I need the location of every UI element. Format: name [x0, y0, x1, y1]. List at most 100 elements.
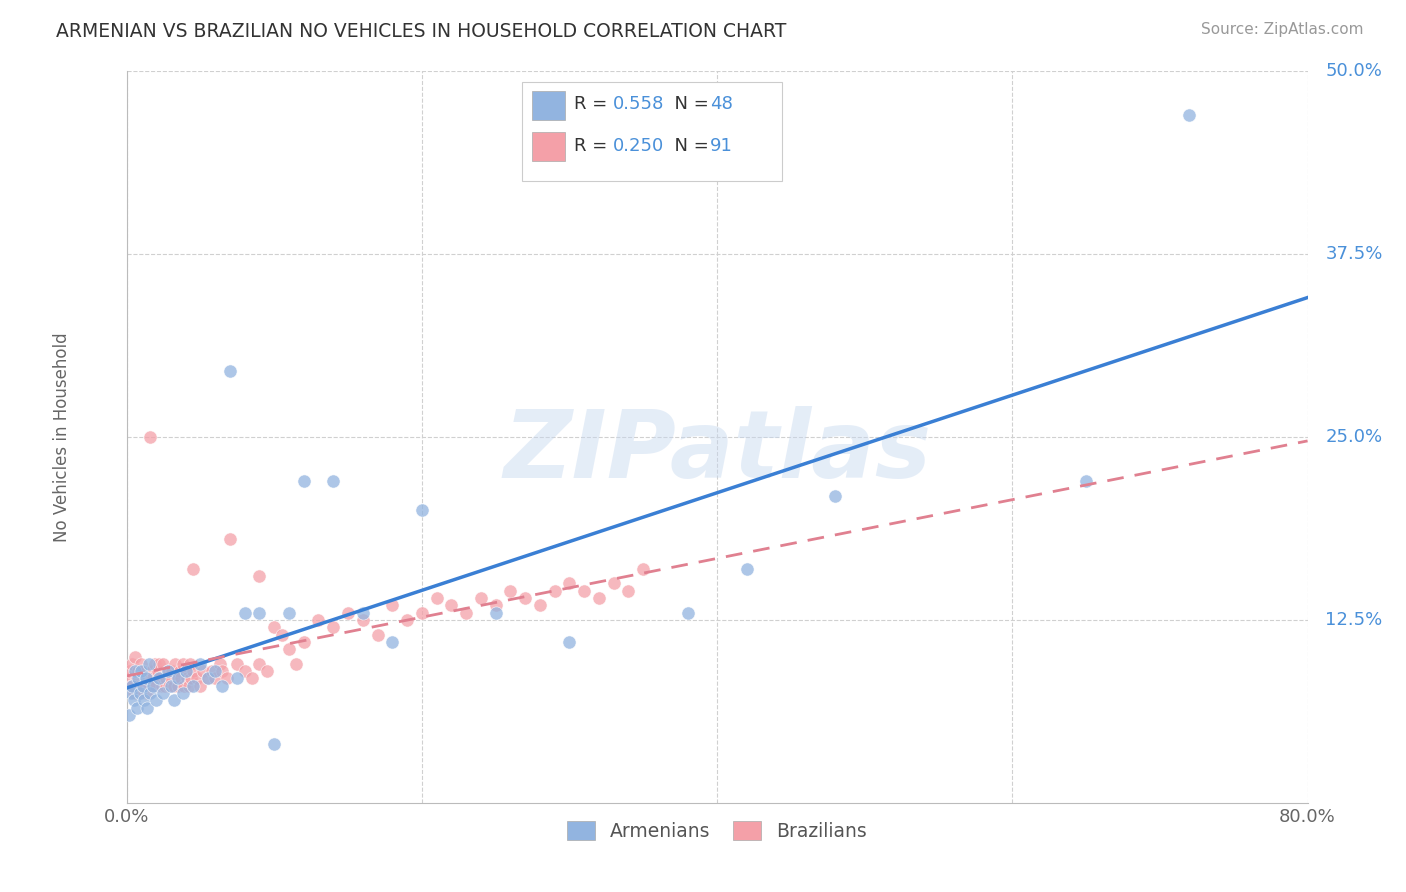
Point	[204, 664, 226, 678]
Point	[249, 569, 271, 583]
Point	[676, 606, 699, 620]
Point	[170, 672, 193, 686]
Point	[148, 672, 170, 686]
Point	[149, 672, 172, 686]
Point	[278, 642, 301, 657]
Text: R =: R =	[574, 137, 613, 155]
Point	[152, 686, 174, 700]
Point	[177, 679, 200, 693]
FancyBboxPatch shape	[531, 91, 565, 120]
Point	[249, 606, 271, 620]
Point	[1178, 108, 1201, 122]
Point	[120, 679, 142, 693]
Point	[204, 672, 226, 686]
Point	[117, 672, 139, 686]
Point	[179, 657, 201, 671]
Point	[240, 672, 263, 686]
Point	[308, 613, 330, 627]
Point	[278, 606, 301, 620]
Point	[169, 664, 191, 678]
Point	[132, 664, 155, 678]
Point	[162, 664, 184, 678]
Point	[292, 635, 315, 649]
Point	[125, 672, 148, 686]
Point	[174, 664, 197, 678]
Text: N =: N =	[662, 137, 714, 155]
Point	[197, 672, 219, 686]
Point	[128, 679, 150, 693]
FancyBboxPatch shape	[522, 82, 782, 181]
Point	[172, 657, 194, 671]
Point	[134, 679, 156, 693]
Point	[157, 679, 180, 693]
Point	[411, 606, 433, 620]
Point	[633, 562, 655, 576]
Point	[124, 664, 146, 678]
Point	[156, 664, 179, 678]
Point	[219, 364, 242, 378]
Point	[226, 657, 249, 671]
Point	[127, 664, 149, 678]
Text: N =: N =	[662, 95, 714, 113]
Point	[152, 657, 174, 671]
Point	[132, 679, 155, 693]
Point	[208, 657, 231, 671]
Point	[172, 686, 194, 700]
Text: 48: 48	[710, 95, 733, 113]
Point	[125, 700, 148, 714]
Point	[181, 679, 204, 693]
Point	[735, 562, 758, 576]
Text: 25.0%: 25.0%	[1326, 428, 1382, 446]
Text: 0.250: 0.250	[613, 137, 665, 155]
Point	[122, 686, 145, 700]
Point	[270, 627, 292, 641]
Point	[201, 664, 224, 678]
Point	[285, 657, 308, 671]
Legend: Armenians, Brazilians: Armenians, Brazilians	[560, 814, 875, 848]
Text: ARMENIAN VS BRAZILIAN NO VEHICLES IN HOUSEHOLD CORRELATION CHART: ARMENIAN VS BRAZILIAN NO VEHICLES IN HOU…	[56, 22, 786, 41]
Text: 91: 91	[710, 137, 733, 155]
Text: ZIPatlas: ZIPatlas	[503, 406, 931, 498]
Point	[167, 679, 190, 693]
Point	[1076, 474, 1098, 488]
Point	[148, 657, 170, 671]
Point	[135, 672, 157, 686]
Point	[543, 583, 565, 598]
Point	[153, 679, 176, 693]
Point	[129, 657, 153, 671]
Point	[322, 474, 344, 488]
Point	[484, 606, 508, 620]
Point	[381, 635, 404, 649]
Point	[136, 700, 159, 714]
Text: 50.0%: 50.0%	[1326, 62, 1382, 80]
Point	[381, 599, 404, 613]
Point	[337, 606, 360, 620]
Point	[211, 664, 233, 678]
Point	[155, 672, 177, 686]
Point	[118, 664, 141, 678]
Point	[141, 664, 163, 678]
Point	[138, 679, 160, 693]
Point	[396, 613, 419, 627]
Point	[603, 576, 626, 591]
Text: No Vehicles in Household: No Vehicles in Household	[52, 332, 70, 542]
Point	[440, 599, 463, 613]
Point	[160, 679, 183, 693]
Point	[138, 657, 160, 671]
Point	[181, 664, 204, 678]
Point	[129, 686, 153, 700]
Point	[515, 591, 537, 605]
Point	[181, 562, 204, 576]
Point	[128, 686, 150, 700]
Point	[574, 583, 596, 598]
Point	[136, 686, 159, 700]
Text: Source: ZipAtlas.com: Source: ZipAtlas.com	[1201, 22, 1364, 37]
Point	[145, 693, 167, 707]
Point	[292, 474, 315, 488]
Point	[263, 737, 285, 751]
Point	[215, 672, 238, 686]
Point	[367, 627, 389, 641]
Point	[129, 664, 153, 678]
Point	[188, 679, 212, 693]
Text: 0.558: 0.558	[613, 95, 665, 113]
